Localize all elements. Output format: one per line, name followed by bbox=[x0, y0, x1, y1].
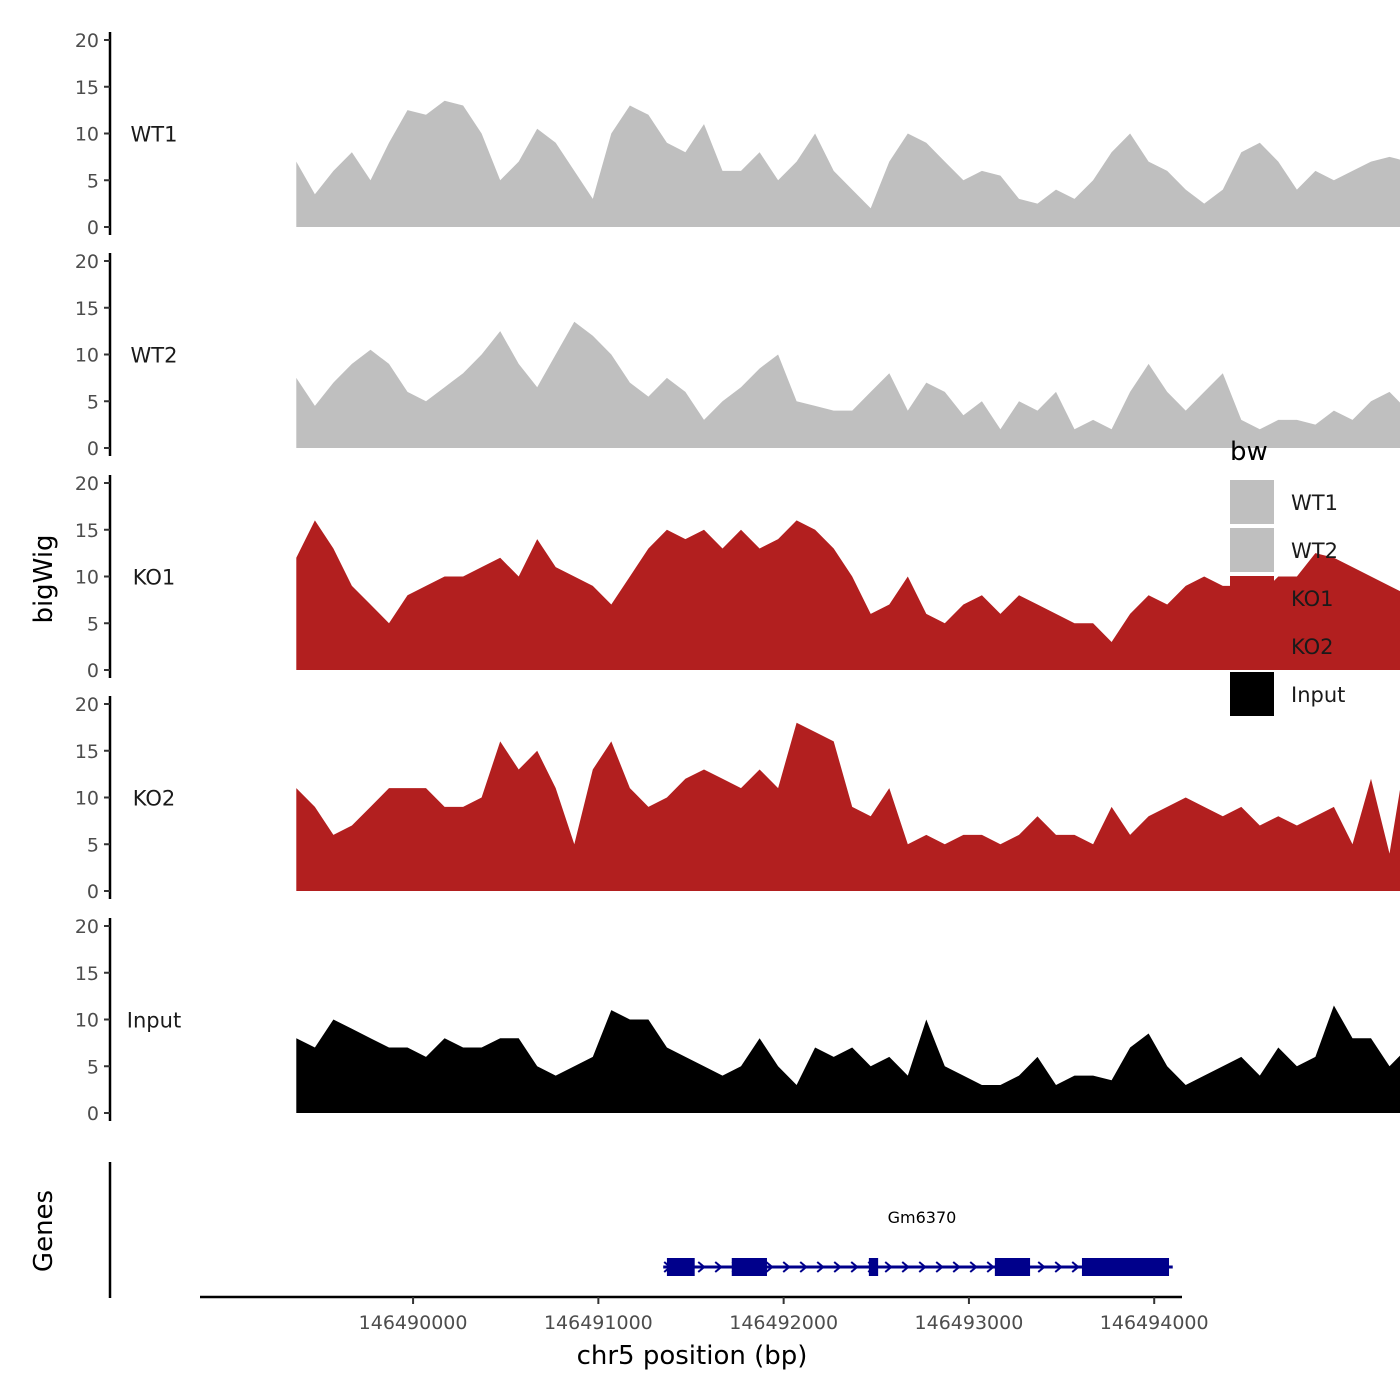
strand-arrow-icon bbox=[986, 1261, 995, 1273]
x-tick-label: 146494000 bbox=[1100, 1312, 1209, 1334]
legend-swatch bbox=[1230, 672, 1274, 716]
y-tick-label: 15 bbox=[75, 298, 99, 320]
legend-label: Input bbox=[1291, 683, 1345, 707]
strand-arrow-icon bbox=[697, 1261, 706, 1273]
gene-exon bbox=[1081, 1258, 1170, 1276]
legend-swatch bbox=[1230, 624, 1274, 668]
y-tick-label: 20 bbox=[75, 30, 99, 52]
y-tick-label: 5 bbox=[87, 391, 99, 413]
legend-title: bw bbox=[1230, 437, 1268, 467]
y-tick-label: 10 bbox=[75, 1010, 99, 1032]
strand-arrow-icon bbox=[799, 1261, 808, 1273]
genes-axis-title: Genes bbox=[29, 1190, 59, 1272]
y-tick-label: 20 bbox=[75, 916, 99, 938]
x-tick-label: 146492000 bbox=[729, 1312, 838, 1334]
y-tick-label: 10 bbox=[75, 345, 99, 367]
strand-arrow-icon bbox=[969, 1261, 978, 1273]
strand-arrow-icon bbox=[782, 1261, 791, 1273]
track-wt1: 0 5 10 15 20 WT1 bbox=[75, 30, 1400, 239]
y-tick-label: 15 bbox=[75, 963, 99, 985]
strand-arrow-icon bbox=[816, 1261, 825, 1273]
coverage-area-wt1 bbox=[296, 100, 1400, 227]
y-tick-label: 0 bbox=[87, 438, 99, 460]
track-label: WT1 bbox=[131, 123, 178, 147]
strand-arrow-icon bbox=[765, 1261, 774, 1273]
y-axis-title: bigWig bbox=[29, 534, 59, 623]
strand-arrow-icon bbox=[884, 1261, 893, 1273]
strand-arrow-icon bbox=[1037, 1261, 1046, 1273]
strand-arrow-icon bbox=[1071, 1261, 1080, 1273]
gene-name-label: Gm6370 bbox=[888, 1208, 957, 1227]
x-tick-label: 146493000 bbox=[915, 1312, 1024, 1334]
track-label: Input bbox=[127, 1009, 181, 1033]
coverage-area-wt2 bbox=[296, 321, 1400, 448]
gene-exon bbox=[731, 1258, 767, 1276]
x-tick-label: 146490000 bbox=[359, 1312, 468, 1334]
x-tick-label: 146491000 bbox=[544, 1312, 653, 1334]
y-tick-label: 15 bbox=[75, 520, 99, 542]
strand-arrow-icon bbox=[952, 1261, 961, 1273]
coverage-area-ko1 bbox=[296, 520, 1400, 670]
y-tick-label: 20 bbox=[75, 251, 99, 273]
strand-arrow-icon bbox=[714, 1261, 723, 1273]
gene-exon bbox=[666, 1258, 695, 1276]
y-tick-label: 10 bbox=[75, 788, 99, 810]
track-input: 0 5 10 15 20 Input bbox=[75, 916, 1400, 1125]
track-ko2: 0 5 10 15 20 KO2 bbox=[75, 694, 1400, 903]
y-tick-label: 20 bbox=[75, 694, 99, 716]
y-tick-label: 15 bbox=[75, 741, 99, 763]
legend-label: WT1 bbox=[1291, 491, 1338, 515]
track-wt2: 0 5 10 15 20 WT2 bbox=[75, 251, 1400, 460]
track-label: WT2 bbox=[131, 344, 178, 368]
track-label: KO1 bbox=[133, 566, 176, 590]
y-tick-label: 5 bbox=[87, 613, 99, 635]
y-tick-label: 5 bbox=[87, 1056, 99, 1078]
legend-swatch bbox=[1230, 528, 1274, 572]
x-axis: 146490000 146491000 146492000 146493000 1464… bbox=[200, 1295, 1209, 1334]
track-label: KO2 bbox=[133, 787, 176, 811]
coverage-tracks: 0 5 10 15 20 WT1 0 5 10 15 20 WT2 0 5 10 15 20 KO1 0 5 10 15 2… bbox=[75, 30, 1400, 1125]
y-tick-label: 5 bbox=[87, 834, 99, 856]
legend-label: KO2 bbox=[1291, 635, 1334, 659]
strand-arrow-icon bbox=[918, 1261, 927, 1273]
legend: bw WT1 WT2 KO1 KO2 Input bbox=[1230, 437, 1345, 716]
genes-panel: Gm6370 bbox=[108, 1162, 1173, 1298]
y-tick-label: 0 bbox=[87, 660, 99, 682]
y-tick-label: 0 bbox=[87, 881, 99, 903]
y-tick-label: 5 bbox=[87, 170, 99, 192]
y-tick-label: 0 bbox=[87, 1103, 99, 1125]
legend-swatch bbox=[1230, 576, 1274, 620]
legend-label: KO1 bbox=[1291, 587, 1334, 611]
legend-label: WT2 bbox=[1291, 539, 1338, 563]
gene-model: Gm6370 bbox=[663, 1208, 1173, 1276]
y-tick-label: 15 bbox=[75, 77, 99, 99]
y-tick-label: 20 bbox=[75, 473, 99, 495]
y-tick-label: 10 bbox=[75, 567, 99, 589]
strand-arrow-icon bbox=[850, 1261, 859, 1273]
y-tick-label: 10 bbox=[75, 124, 99, 146]
y-tick-label: 0 bbox=[87, 217, 99, 239]
coverage-area-input bbox=[296, 1005, 1400, 1113]
gene-exon bbox=[994, 1258, 1031, 1276]
gene-exon bbox=[868, 1258, 879, 1276]
strand-arrow-icon bbox=[1054, 1261, 1063, 1273]
legend-swatch bbox=[1230, 480, 1274, 524]
strand-arrow-icon bbox=[935, 1261, 944, 1273]
track-ko1: 0 5 10 15 20 KO1 bbox=[75, 473, 1400, 682]
strand-arrow-icon bbox=[833, 1261, 842, 1273]
strand-arrow-icon bbox=[901, 1261, 910, 1273]
x-axis-title: chr5 position (bp) bbox=[577, 1341, 808, 1371]
coverage-area-ko2 bbox=[296, 722, 1400, 891]
